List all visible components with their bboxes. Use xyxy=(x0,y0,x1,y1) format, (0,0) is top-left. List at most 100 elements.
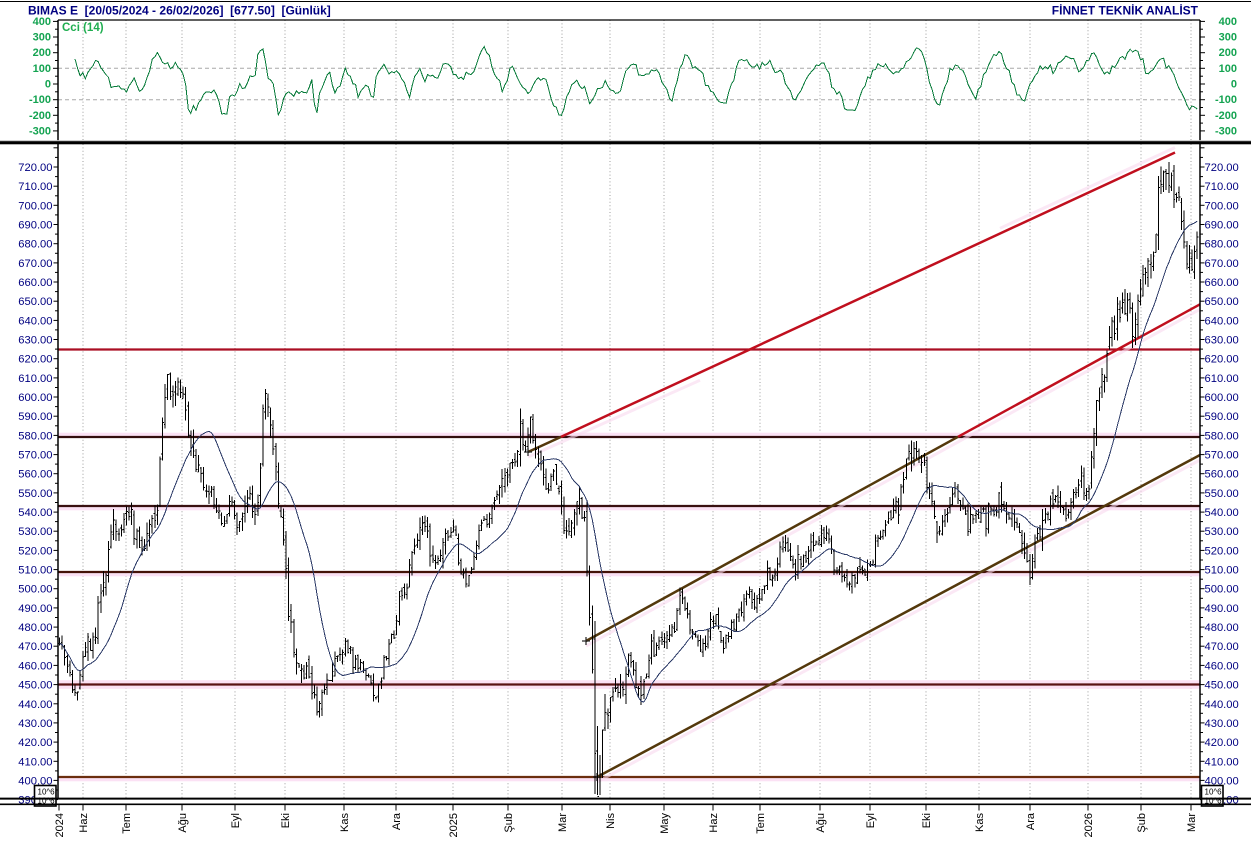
svg-text:BIMAS E [20/05/2024 - 26/02/2: BIMAS E [20/05/2024 - 26/02/2026] [677.5… xyxy=(28,4,331,18)
svg-text:470.00: 470.00 xyxy=(1205,641,1239,653)
svg-text:Mar: Mar xyxy=(1186,813,1198,832)
svg-text:200: 200 xyxy=(1219,47,1237,59)
svg-text:10^6: 10^6 xyxy=(38,788,56,797)
svg-text:610.00: 610.00 xyxy=(1205,373,1239,385)
svg-text:570.00: 570.00 xyxy=(18,450,52,462)
svg-text:430.00: 430.00 xyxy=(1205,718,1239,730)
svg-text:530.00: 530.00 xyxy=(1205,526,1239,538)
svg-text:540.00: 540.00 xyxy=(18,507,52,519)
svg-text:620.00: 620.00 xyxy=(1205,354,1239,366)
svg-text:600.00: 600.00 xyxy=(18,392,52,404)
svg-text:550.00: 550.00 xyxy=(18,488,52,500)
svg-text:Nis: Nis xyxy=(605,813,617,829)
svg-text:700.00: 700.00 xyxy=(18,200,52,212)
svg-text:-100: -100 xyxy=(1215,94,1237,106)
svg-text:2024: 2024 xyxy=(54,813,66,837)
svg-text:-200: -200 xyxy=(29,110,51,122)
svg-text:10^6: 10^6 xyxy=(38,797,56,806)
svg-text:470.00: 470.00 xyxy=(18,641,52,653)
svg-text:450.00: 450.00 xyxy=(18,680,52,692)
svg-text:560.00: 560.00 xyxy=(18,469,52,481)
svg-text:2025: 2025 xyxy=(448,813,460,837)
svg-text:450.00: 450.00 xyxy=(1205,680,1239,692)
svg-text:400: 400 xyxy=(33,16,51,28)
svg-text:680.00: 680.00 xyxy=(1205,239,1239,251)
svg-text:440.00: 440.00 xyxy=(18,699,52,711)
svg-text:510.00: 510.00 xyxy=(18,565,52,577)
svg-text:630.00: 630.00 xyxy=(1205,335,1239,347)
svg-text:460.00: 460.00 xyxy=(18,660,52,672)
svg-text:100: 100 xyxy=(1219,63,1237,75)
svg-text:Haz: Haz xyxy=(78,813,90,833)
svg-text:610.00: 610.00 xyxy=(18,373,52,385)
svg-text:600.00: 600.00 xyxy=(1205,392,1239,404)
svg-text:530.00: 530.00 xyxy=(18,526,52,538)
svg-text:-300: -300 xyxy=(1215,125,1237,137)
svg-text:460.00: 460.00 xyxy=(1205,660,1239,672)
svg-text:-100: -100 xyxy=(29,94,51,106)
svg-text:420.00: 420.00 xyxy=(18,737,52,749)
svg-text:620.00: 620.00 xyxy=(18,354,52,366)
svg-text:590.00: 590.00 xyxy=(18,411,52,423)
svg-text:520.00: 520.00 xyxy=(18,545,52,557)
svg-text:430.00: 430.00 xyxy=(18,718,52,730)
svg-text:Ara: Ara xyxy=(391,812,403,830)
svg-text:Şub: Şub xyxy=(1136,813,1148,833)
svg-text:Eyl: Eyl xyxy=(865,813,877,828)
svg-text:Kas: Kas xyxy=(339,813,351,832)
svg-text:10^6: 10^6 xyxy=(1205,788,1223,797)
svg-text:650.00: 650.00 xyxy=(18,296,52,308)
svg-text:420.00: 420.00 xyxy=(1205,737,1239,749)
svg-text:300: 300 xyxy=(1219,32,1237,44)
svg-text:410.00: 410.00 xyxy=(1205,756,1239,768)
svg-text:690.00: 690.00 xyxy=(1205,220,1239,232)
svg-text:100: 100 xyxy=(33,63,51,75)
svg-text:Ağu: Ağu xyxy=(177,813,189,833)
svg-text:Eki: Eki xyxy=(921,813,933,828)
svg-text:660.00: 660.00 xyxy=(18,277,52,289)
svg-text:520.00: 520.00 xyxy=(1205,545,1239,557)
svg-text:Tem: Tem xyxy=(121,813,133,834)
svg-text:510.00: 510.00 xyxy=(1205,565,1239,577)
svg-text:400.00: 400.00 xyxy=(18,775,52,787)
svg-text:Eyl: Eyl xyxy=(230,813,242,828)
svg-text:670.00: 670.00 xyxy=(18,258,52,270)
svg-text:Ara: Ara xyxy=(1025,812,1037,830)
svg-text:580.00: 580.00 xyxy=(1205,430,1239,442)
svg-text:490.00: 490.00 xyxy=(1205,603,1239,615)
svg-text:710.00: 710.00 xyxy=(18,181,52,193)
svg-text:480.00: 480.00 xyxy=(1205,622,1239,634)
svg-text:300: 300 xyxy=(33,32,51,44)
svg-text:-200: -200 xyxy=(1215,110,1237,122)
svg-text:Ağu: Ağu xyxy=(815,813,827,833)
svg-text:680.00: 680.00 xyxy=(18,239,52,251)
svg-text:580.00: 580.00 xyxy=(18,430,52,442)
svg-text:May: May xyxy=(659,813,671,834)
svg-text:-300: -300 xyxy=(29,125,51,137)
svg-text:690.00: 690.00 xyxy=(18,220,52,232)
svg-text:FİNNET TEKNİK ANALİST: FİNNET TEKNİK ANALİST xyxy=(1052,3,1199,18)
svg-text:640.00: 640.00 xyxy=(1205,315,1239,327)
svg-text:490.00: 490.00 xyxy=(18,603,52,615)
svg-text:0: 0 xyxy=(45,79,51,91)
svg-text:550.00: 550.00 xyxy=(1205,488,1239,500)
svg-text:440.00: 440.00 xyxy=(1205,699,1239,711)
svg-text:400.00: 400.00 xyxy=(1205,775,1239,787)
svg-text:720.00: 720.00 xyxy=(1205,162,1239,174)
svg-text:Haz: Haz xyxy=(708,813,720,833)
svg-text:560.00: 560.00 xyxy=(1205,469,1239,481)
svg-text:400: 400 xyxy=(1219,16,1237,28)
svg-text:650.00: 650.00 xyxy=(1205,296,1239,308)
svg-text:0: 0 xyxy=(1231,79,1237,91)
svg-text:Cci (14): Cci (14) xyxy=(62,22,104,34)
svg-text:Tem: Tem xyxy=(755,813,767,834)
svg-text:Eki: Eki xyxy=(280,813,292,828)
svg-text:500.00: 500.00 xyxy=(1205,584,1239,596)
svg-text:570.00: 570.00 xyxy=(1205,450,1239,462)
svg-text:720.00: 720.00 xyxy=(18,162,52,174)
svg-text:Şub: Şub xyxy=(503,813,515,833)
svg-text:Mar: Mar xyxy=(557,813,569,832)
svg-text:640.00: 640.00 xyxy=(18,315,52,327)
svg-text:670.00: 670.00 xyxy=(1205,258,1239,270)
svg-text:630.00: 630.00 xyxy=(18,335,52,347)
